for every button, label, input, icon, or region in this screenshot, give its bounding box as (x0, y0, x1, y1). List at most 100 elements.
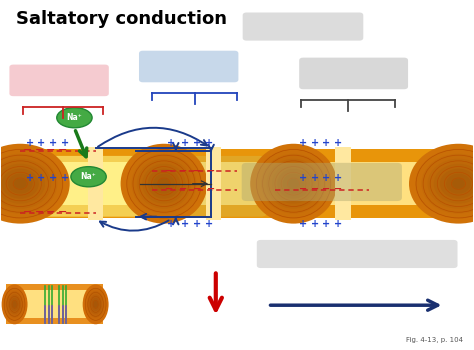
Text: +: + (322, 174, 330, 183)
Text: −: − (35, 207, 44, 217)
Ellipse shape (255, 149, 331, 219)
Bar (1, 149, 473, 218)
Ellipse shape (12, 301, 17, 308)
FancyBboxPatch shape (299, 58, 408, 89)
Text: −: − (299, 184, 307, 194)
Text: −: − (35, 145, 44, 155)
Ellipse shape (93, 301, 98, 308)
Text: −: − (58, 207, 67, 217)
Ellipse shape (131, 154, 197, 214)
Text: +: + (299, 138, 307, 148)
Text: Fig. 4-13, p. 104: Fig. 4-13, p. 104 (406, 337, 463, 343)
Text: +: + (299, 219, 307, 229)
Ellipse shape (421, 154, 474, 214)
Text: −: − (46, 207, 55, 217)
Bar (6, 318, 103, 324)
Text: +: + (167, 219, 175, 229)
Text: +: + (61, 174, 69, 183)
Ellipse shape (87, 291, 104, 318)
FancyBboxPatch shape (243, 13, 363, 41)
Text: +: + (310, 138, 319, 148)
Text: +: + (181, 219, 189, 229)
Text: +: + (167, 138, 175, 148)
FancyBboxPatch shape (136, 156, 268, 217)
Ellipse shape (57, 108, 92, 128)
Bar (1, 149, 473, 162)
Ellipse shape (452, 179, 465, 189)
Text: +: + (205, 138, 213, 148)
Ellipse shape (250, 144, 337, 224)
Text: +: + (26, 138, 34, 148)
Ellipse shape (4, 288, 26, 321)
Ellipse shape (142, 164, 186, 204)
FancyBboxPatch shape (9, 65, 109, 96)
Ellipse shape (10, 298, 19, 311)
Text: +: + (205, 219, 213, 229)
Text: +: + (334, 138, 342, 148)
Ellipse shape (266, 159, 320, 209)
Text: +: + (193, 219, 201, 229)
Text: −: − (179, 166, 187, 176)
Text: −: − (322, 184, 330, 194)
Ellipse shape (8, 174, 33, 194)
Ellipse shape (82, 284, 109, 324)
Ellipse shape (137, 159, 191, 209)
FancyBboxPatch shape (139, 51, 238, 82)
Ellipse shape (153, 174, 175, 194)
Text: −: − (179, 184, 187, 194)
Text: Na⁺: Na⁺ (81, 172, 96, 181)
Ellipse shape (277, 169, 310, 199)
Ellipse shape (409, 144, 474, 224)
Bar (336, 147, 351, 220)
Text: −: − (193, 184, 201, 194)
Text: −: − (207, 166, 215, 176)
FancyBboxPatch shape (242, 163, 402, 201)
Text: +: + (49, 174, 57, 183)
Ellipse shape (0, 159, 51, 209)
Text: Na⁺: Na⁺ (66, 113, 82, 122)
Ellipse shape (0, 144, 70, 224)
Text: +: + (310, 174, 319, 183)
Ellipse shape (261, 154, 326, 214)
Ellipse shape (2, 169, 39, 199)
Ellipse shape (1, 284, 27, 324)
Ellipse shape (14, 179, 27, 189)
Bar (206, 147, 221, 220)
Ellipse shape (89, 294, 102, 314)
Ellipse shape (434, 164, 474, 204)
Ellipse shape (0, 154, 57, 214)
Bar (6, 284, 103, 290)
Text: −: − (58, 145, 67, 155)
Text: −: − (164, 166, 173, 176)
Ellipse shape (158, 179, 169, 189)
Ellipse shape (440, 169, 474, 199)
Text: +: + (299, 174, 307, 183)
Text: −: − (193, 166, 201, 176)
Text: +: + (181, 138, 189, 148)
Ellipse shape (272, 164, 315, 204)
Text: −: − (46, 145, 55, 155)
Ellipse shape (91, 298, 100, 311)
FancyBboxPatch shape (0, 156, 140, 217)
Text: +: + (310, 219, 319, 229)
Text: −: − (164, 184, 173, 194)
Text: −: − (334, 184, 342, 194)
Ellipse shape (6, 291, 23, 318)
Text: −: − (310, 184, 319, 194)
Ellipse shape (446, 174, 471, 194)
Ellipse shape (0, 149, 64, 219)
Text: Saltatory conduction: Saltatory conduction (16, 10, 227, 28)
Text: +: + (37, 174, 46, 183)
Ellipse shape (415, 149, 474, 219)
Ellipse shape (85, 288, 107, 321)
Bar (88, 147, 103, 220)
Ellipse shape (120, 144, 207, 224)
Text: +: + (49, 138, 57, 148)
Text: +: + (193, 138, 201, 148)
Text: −: − (207, 184, 215, 194)
Bar (6, 284, 103, 324)
Text: +: + (322, 219, 330, 229)
Text: −: − (23, 145, 32, 155)
Ellipse shape (0, 164, 45, 204)
Text: +: + (322, 138, 330, 148)
